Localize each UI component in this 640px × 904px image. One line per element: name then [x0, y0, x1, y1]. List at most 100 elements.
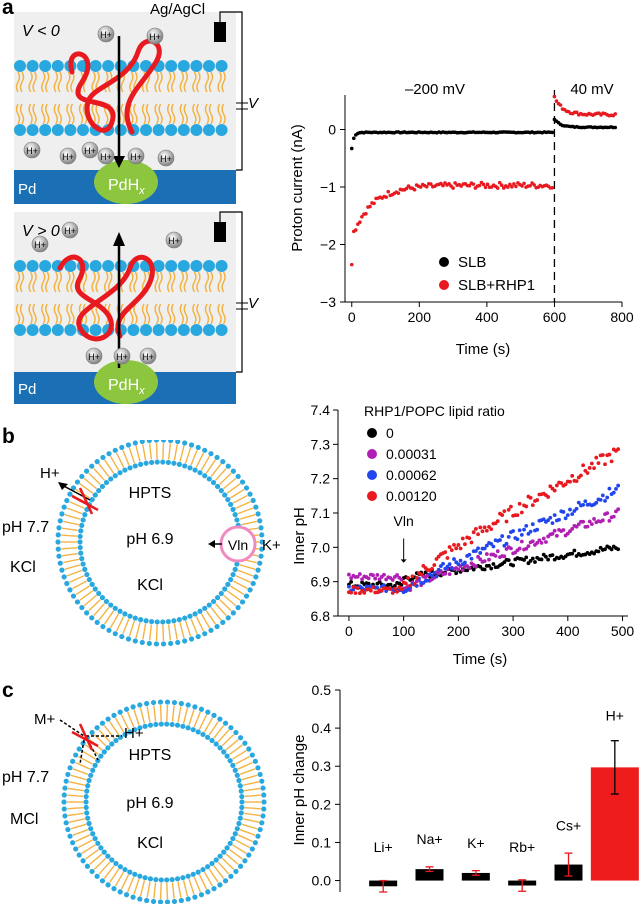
lipid-head	[127, 465, 133, 471]
legend-label-slb: SLB	[458, 254, 486, 271]
lipid-head	[89, 868, 95, 875]
point-rhp1	[574, 110, 579, 115]
lipid-head	[137, 725, 143, 731]
point-ratio-3	[500, 513, 505, 517]
lipid-head	[153, 876, 159, 883]
lipid-tail	[109, 875, 115, 883]
lipid-head	[222, 720, 229, 726]
lipid-head	[233, 729, 239, 736]
lipid-tail	[200, 613, 207, 622]
point-ratio-1	[502, 554, 507, 559]
lipid-tail	[242, 501, 251, 506]
lipid-head	[152, 260, 165, 272]
lipid-tail	[237, 765, 246, 770]
lipid-tail	[75, 761, 83, 767]
point-ratio-3	[502, 509, 507, 514]
point-ratio-1	[482, 559, 487, 564]
point-ratio-1	[524, 546, 529, 551]
lipid-tail	[98, 473, 105, 481]
point-ratio-1	[390, 578, 395, 582]
point-ratio-1	[357, 572, 362, 576]
point-ratio-2	[456, 562, 461, 567]
point-ratio-3	[489, 527, 494, 532]
lipid-tail	[231, 858, 239, 865]
point-ratio-3	[473, 526, 478, 531]
lipid-tail	[70, 522, 79, 526]
lipid-head	[168, 640, 174, 647]
lipid-tail	[75, 795, 84, 798]
lipid-tail	[114, 878, 121, 887]
lipid-head	[77, 533, 83, 540]
lipid-head	[203, 324, 215, 336]
lipid-tail	[66, 71, 71, 93]
lipid-head	[85, 815, 91, 821]
lipid-tail	[76, 575, 85, 580]
lipid-head	[70, 593, 77, 599]
inner-ph-label-c: pH 6.9	[126, 795, 173, 812]
lipid-head	[89, 324, 102, 336]
lipid-tail	[182, 880, 187, 889]
lipid-tail	[199, 452, 205, 461]
point-ratio-3	[410, 574, 415, 579]
lipid-head	[94, 459, 100, 465]
lipid-head	[106, 451, 112, 457]
lipid-tail	[241, 776, 250, 781]
point-ratio-1	[530, 539, 535, 544]
lipid-head	[203, 60, 215, 72]
y-tick-label: −2	[320, 237, 336, 253]
voltage-label-bottom: V	[248, 295, 260, 312]
point-ratio-0	[528, 559, 533, 563]
point-rhp1	[552, 94, 557, 99]
proton-ion-icon	[61, 221, 79, 239]
point-ratio-1	[399, 577, 404, 582]
lipid-tail	[108, 610, 115, 618]
lipid-tail	[235, 839, 243, 845]
lipid-head	[195, 444, 201, 451]
proton-ion-icon	[97, 25, 115, 43]
point-rhp1	[441, 183, 445, 188]
lipid-tail	[193, 626, 198, 635]
lipid-head	[259, 539, 265, 545]
lipid-head	[222, 492, 228, 498]
lipid-tail	[57, 71, 63, 93]
lipid-head	[96, 590, 102, 597]
bar-Na-plus	[415, 869, 444, 881]
point-rhp1	[520, 184, 524, 188]
y-tick-label: 0.3	[312, 758, 332, 774]
lipid-head	[259, 546, 265, 552]
lipid-tail	[75, 788, 84, 792]
lipid-tail	[91, 849, 99, 855]
lipid-head	[83, 804, 89, 811]
lipid-head	[57, 560, 63, 566]
point-ratio-0	[393, 583, 397, 588]
lipid-head	[59, 567, 65, 573]
lipid-tail	[198, 874, 204, 883]
point-ratio-0	[570, 551, 575, 556]
lipid-head	[165, 260, 178, 272]
lipid-tail	[95, 103, 100, 125]
point-ratio-2	[458, 558, 463, 563]
lipid-tail	[85, 839, 93, 845]
lipid-head	[190, 60, 203, 72]
lipid-tail	[221, 71, 226, 93]
lipid-head	[84, 863, 90, 869]
y-tick-label: 0	[328, 122, 336, 138]
point-ratio-0	[366, 581, 371, 586]
pdhx-label-top: PdHx	[108, 177, 145, 197]
lipid-tail	[213, 865, 220, 873]
point-ratio-3	[463, 542, 467, 547]
lipid-tail	[187, 628, 192, 637]
point-ratio-2	[581, 503, 586, 507]
lipid-head	[51, 324, 64, 336]
lipid-tail	[53, 103, 59, 125]
point-ratio-2	[561, 510, 566, 514]
point-ratio-1	[550, 531, 555, 536]
lipid-tail	[139, 707, 144, 716]
point-ratio-3	[447, 545, 452, 549]
ratio-legend-title: RHP1/POPC lipid ratio	[364, 403, 505, 419]
point-ratio-2	[528, 529, 533, 534]
lipid-tail	[53, 271, 59, 293]
lipid-head	[100, 454, 106, 461]
point-rhp1	[349, 262, 354, 267]
lipid-head	[213, 741, 219, 747]
